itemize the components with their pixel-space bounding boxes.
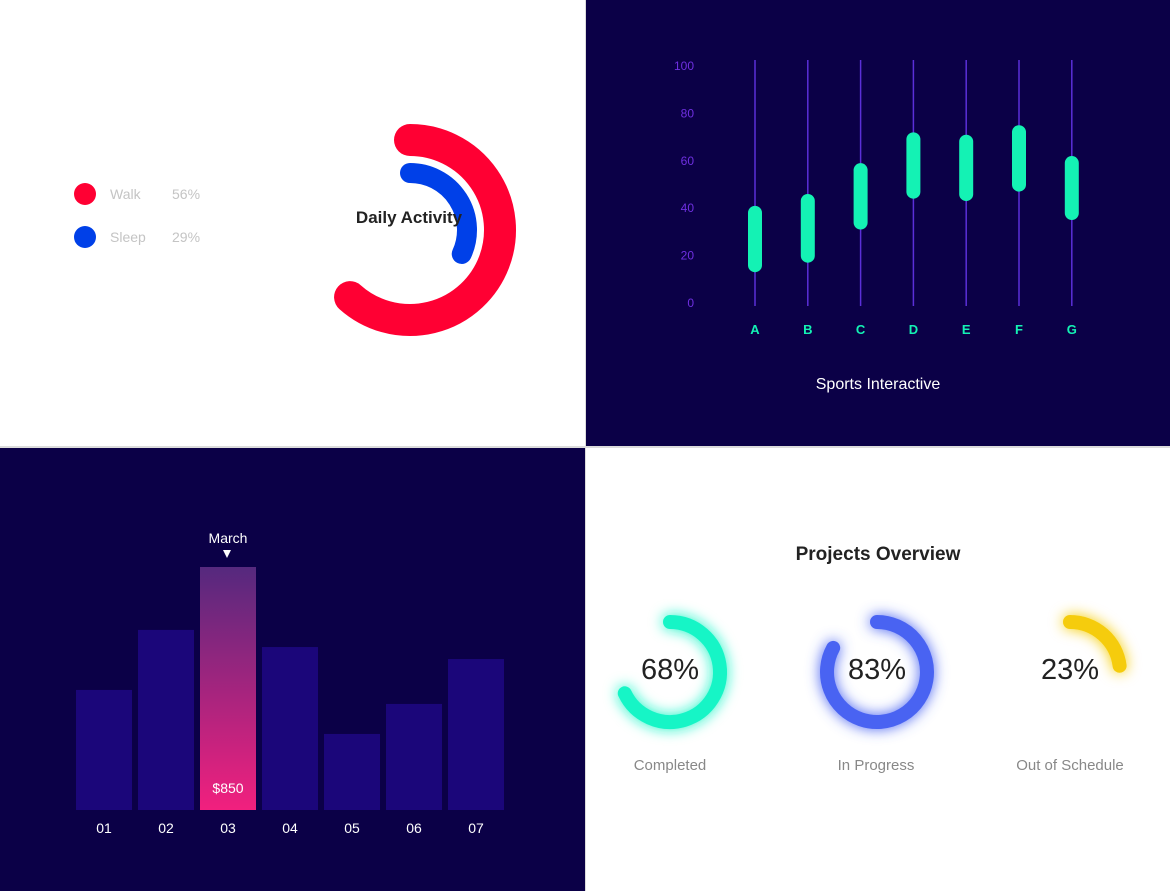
projects-panel: Projects Overview 68% 83% 23% Completed … (586, 448, 1170, 891)
out-of-schedule-value: 23% (1040, 654, 1100, 686)
x-tick-label: F (1015, 322, 1023, 337)
in-progress-label: In Progress (837, 757, 915, 774)
sports-panel: 0 20 40 60 80 100 A B C D E F G Sports Interactive (586, 0, 1170, 446)
x-tick-label: C (856, 322, 866, 337)
revenue-panel: 01 02 03 $850 04 05 06 07 March (0, 448, 585, 891)
x-tick-label: A (750, 322, 760, 337)
projects-title: Projects Overview (795, 544, 961, 565)
range-bar-F (1012, 125, 1026, 192)
x-tick-label: 06 (406, 820, 422, 836)
walk-dot-icon (74, 183, 96, 205)
y-tick-label: 80 (681, 106, 695, 120)
legend-value: 56% (172, 186, 201, 202)
bar-07 (448, 659, 504, 810)
ring-sleep (400, 163, 477, 264)
range-bar-B (800, 193, 815, 263)
y-tick-label: 0 (687, 296, 694, 310)
out-of-schedule-label: Out of Schedule (1016, 757, 1124, 774)
x-tick-label: 05 (344, 820, 360, 836)
x-tick-label: 03 (220, 820, 236, 836)
x-tick-label: G (1067, 322, 1077, 337)
x-tick-label: 01 (96, 820, 112, 836)
sports-chart: 0 20 40 60 80 100 A B C D E F G (674, 59, 1079, 337)
x-tick-label: E (962, 322, 971, 337)
legend-item-sleep: Sleep 29% (74, 226, 200, 248)
range-bar-E (959, 134, 974, 202)
y-tick-label: 20 (681, 249, 695, 263)
ring-walk (334, 124, 516, 336)
x-tick-label: B (803, 322, 812, 337)
projects-chart (617, 615, 1127, 729)
x-tick-label: 02 (158, 820, 174, 836)
range-bar-A (748, 205, 762, 273)
y-tick-label: 40 (681, 201, 695, 215)
range-bar-D (906, 132, 921, 199)
in-progress-value: 83% (847, 654, 907, 686)
legend-label: Walk (110, 186, 141, 202)
range-bar-G (1064, 156, 1079, 221)
progress-ring-out-of-schedule (1063, 615, 1127, 673)
x-tick-label: 04 (282, 820, 298, 836)
bar-06 (386, 703, 442, 810)
daily-activity-panel: Walk 56% Sleep 29% Daily Activity (0, 0, 585, 446)
x-tick-label: 07 (468, 820, 484, 836)
progress-ring-in-progress (820, 615, 934, 729)
daily-activity-title: Daily Activity (355, 208, 463, 227)
bar-04 (262, 647, 318, 810)
y-tick-label: 60 (681, 154, 695, 168)
sports-title: Sports Interactive (815, 376, 941, 393)
range-bar-C (853, 163, 868, 230)
bar-02 (138, 629, 194, 810)
daily-activity-chart (334, 124, 516, 336)
legend-item-walk: Walk 56% (74, 183, 200, 205)
bar-01 (76, 689, 132, 810)
x-tick-label: D (909, 322, 918, 337)
completed-value: 68% (640, 654, 700, 686)
legend-label: Sleep (110, 229, 146, 245)
y-tick-label: 100 (674, 59, 694, 73)
highlight-label: March (208, 530, 248, 546)
bar-03 (200, 567, 256, 810)
caret-down-icon (223, 550, 231, 558)
completed-label: Completed (633, 757, 707, 774)
progress-ring-completed (617, 615, 727, 729)
bar-05 (324, 733, 380, 810)
sleep-dot-icon (74, 226, 96, 248)
revenue-chart: 01 02 03 $850 04 05 06 07 (76, 567, 504, 836)
legend-value: 29% (172, 229, 201, 245)
data-label: $850 (212, 780, 243, 796)
